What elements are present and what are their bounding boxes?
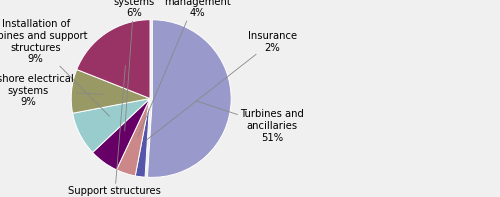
Text: Installation of
turbines and support
structures
9%: Installation of turbines and support str…: [0, 19, 110, 116]
Wedge shape: [116, 98, 150, 176]
Text: Turbines and
ancillaries
51%: Turbines and ancillaries 51%: [196, 101, 304, 143]
Text: Support structures
19%: Support structures 19%: [68, 65, 161, 197]
Wedge shape: [72, 98, 150, 152]
Text: Installation of
offshore electrical
systems
6%: Installation of offshore electrical syst…: [89, 0, 179, 131]
Wedge shape: [76, 20, 150, 99]
Wedge shape: [92, 98, 150, 170]
Text: Offshore electrical
systems
9%: Offshore electrical systems 9%: [0, 74, 104, 107]
Wedge shape: [148, 20, 231, 177]
Text: Insurance
2%: Insurance 2%: [147, 31, 296, 140]
Wedge shape: [71, 70, 150, 113]
Wedge shape: [135, 98, 150, 177]
Text: Surveying &
construction
management
4%: Surveying & construction management 4%: [138, 0, 230, 137]
